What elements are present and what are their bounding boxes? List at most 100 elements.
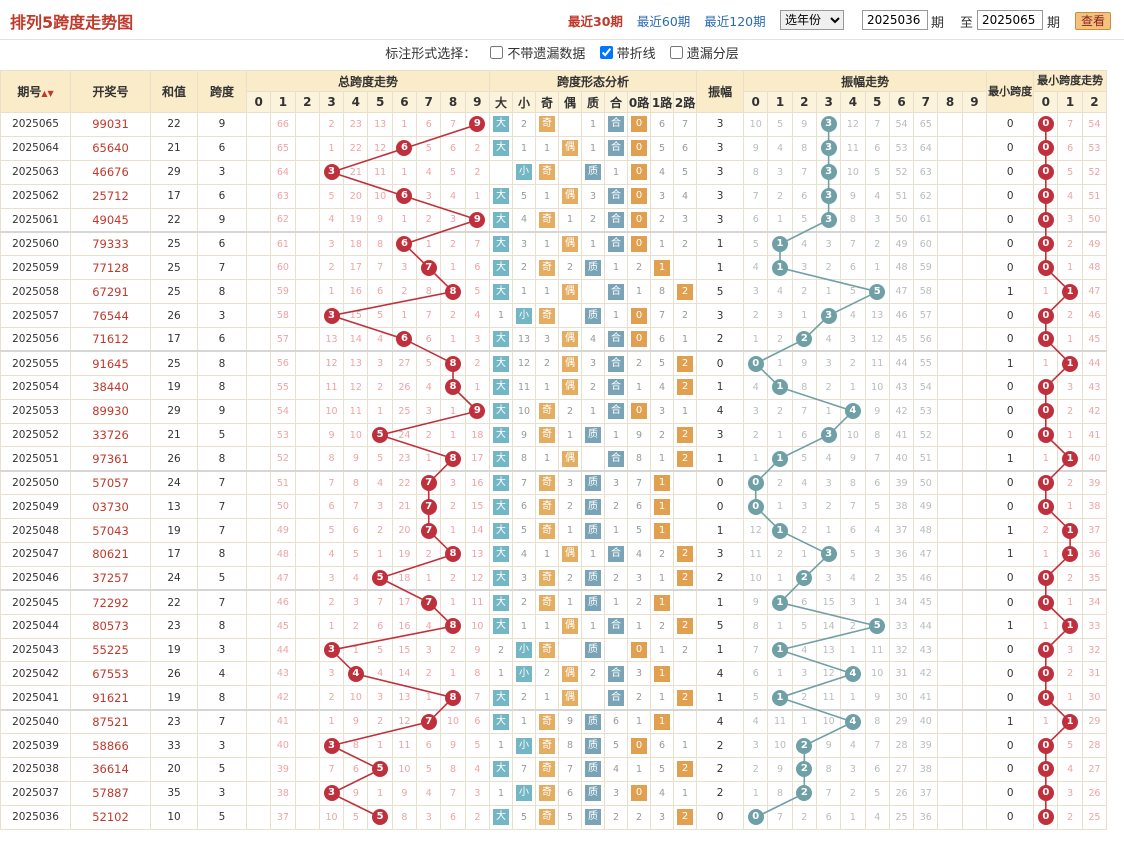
min-trend-cell: 48: [1081, 255, 1108, 281]
shape-cell: 大: [489, 230, 514, 257]
shape-cell: 2: [673, 350, 698, 376]
zhi-label: 至: [960, 16, 974, 31]
option-no-missing-checkbox[interactable]: [490, 46, 504, 59]
min-trend-cell: 53: [1081, 135, 1108, 161]
amp-trend-cell: 64: [913, 135, 939, 161]
amp-trend-cell: 52: [888, 159, 915, 185]
range-link-30[interactable]: 最近30期: [568, 14, 623, 29]
span-cell: 5: [197, 422, 247, 448]
option-polyline[interactable]: 带折线: [599, 46, 656, 62]
shape-cell: 2: [512, 112, 537, 137]
span-trend-cell: 48: [270, 542, 296, 567]
span-trend-cell: 12: [367, 135, 393, 161]
span-trend-cell: 1: [318, 135, 345, 161]
period-cell: 2025063: [0, 159, 71, 185]
span-trend-cell: 2: [416, 422, 442, 448]
span-trend-cell: 1: [367, 733, 393, 759]
min-span-cell: 0: [986, 637, 1035, 663]
period-from-input[interactable]: [862, 10, 928, 30]
span-ball: 3: [323, 737, 340, 754]
shape-cell: 7: [512, 469, 537, 496]
amp-trend-cell: 37: [888, 518, 915, 544]
span-trend-cell: [294, 350, 320, 376]
shape-cell: 奇: [535, 469, 560, 496]
shape-cell: 1: [512, 279, 537, 305]
span-trend-cell: 3: [367, 494, 393, 520]
period-cell: 2025049: [0, 494, 71, 520]
shape-marker: 2: [677, 283, 694, 300]
amp-trend-cell: 8: [864, 422, 890, 448]
shape-header: 偶: [558, 91, 583, 113]
span-trend-cell: 11: [391, 733, 418, 759]
amp-trend-cell: 46: [888, 303, 915, 329]
shape-cell: [673, 518, 698, 544]
span-digit-header: 3: [318, 91, 345, 113]
span-cell: 6: [197, 183, 247, 209]
amplitude-cell: 4: [696, 398, 745, 424]
shape-marker: 大: [493, 236, 510, 253]
span-trend-cell: 3: [416, 804, 442, 830]
span-trend-cell: 3: [367, 685, 393, 711]
amp-ball: 2: [796, 570, 813, 587]
amp-trend-cell: [961, 230, 988, 257]
amp-trend-cell: 47: [913, 542, 939, 567]
col-period[interactable]: 期号▲▼: [0, 70, 71, 113]
sum-cell: 29: [150, 159, 198, 185]
shape-marker: 2: [677, 379, 694, 396]
span-ball: 8: [445, 450, 462, 467]
sum-cell: 23: [150, 708, 198, 735]
amplitude-cell: 3: [696, 135, 745, 161]
period-cell: 2025055: [0, 350, 71, 376]
min-trend-cell: 0: [1033, 780, 1059, 806]
amp-trend-cell: 5: [743, 685, 769, 711]
option-polyline-checkbox[interactable]: [599, 46, 613, 59]
year-select[interactable]: 选年份: [780, 10, 844, 30]
number-cell: 36614: [70, 757, 151, 782]
period-to-input[interactable]: [977, 10, 1043, 30]
min-trend-cell: 1: [1033, 613, 1059, 639]
amp-trend-cell: 2: [815, 374, 842, 400]
shape-cell: 小: [512, 733, 537, 759]
min-trend-cell: 4: [1057, 757, 1083, 782]
shape-cell: 质: [581, 708, 606, 735]
min-trend-cell: 0: [1033, 685, 1059, 711]
shape-cell: 大: [489, 446, 514, 472]
amp-trend-cell: 4: [791, 469, 817, 496]
span-trend-cell: [294, 112, 320, 137]
col-span-trend: 总跨度走势: [245, 70, 491, 92]
min-trend-cell: 0: [1033, 374, 1059, 400]
col-sum: 和值: [150, 70, 198, 113]
range-link-120[interactable]: 最近120期: [704, 14, 766, 29]
shape-cell: 质: [581, 589, 606, 615]
query-button[interactable]: 查看: [1075, 12, 1111, 30]
span-trend-cell: 18: [464, 422, 491, 448]
option-no-missing[interactable]: 不带遗漏数据: [490, 46, 585, 62]
period-cell: 2025060: [0, 230, 71, 257]
span-trend-cell: 16: [343, 279, 369, 305]
shape-cell: 合: [604, 685, 629, 711]
number-cell: 37257: [70, 565, 151, 591]
span-trend-cell: 11: [464, 589, 491, 615]
option-missing-layer-checkbox[interactable]: [669, 46, 683, 59]
shape-cell: 奇: [535, 565, 560, 591]
table-row: 2025045 72292 22 7 46 2 3 7 17 7 1 11 大 2 奇 1 质 1 2 1 1 9 1 6 15…: [0, 589, 1108, 615]
shape-header: 2路: [673, 91, 698, 113]
amplitude-cell: 1: [696, 685, 745, 711]
shape-cell: 3: [650, 804, 675, 830]
amp-trend-cell: 14: [815, 613, 842, 639]
shape-cell: 1: [604, 255, 629, 281]
amp-trend-cell: 4: [767, 135, 793, 161]
shape-marker: 合: [608, 283, 625, 300]
amp-trend-cell: 52: [913, 422, 939, 448]
shape-marker: 偶: [562, 546, 579, 563]
amp-trend-cell: 9: [840, 183, 866, 209]
shape-cell: 大: [489, 494, 514, 520]
range-link-60[interactable]: 最近60期: [636, 14, 691, 29]
amp-trend-cell: [961, 207, 988, 233]
number-cell: 76544: [70, 303, 151, 329]
span-trend-cell: 13: [318, 327, 345, 352]
amp-trend-cell: 34: [888, 589, 915, 615]
min-trend-cell: 38: [1081, 494, 1108, 520]
option-missing-layer[interactable]: 遗漏分层: [669, 46, 739, 62]
amp-trend-cell: [937, 780, 963, 806]
